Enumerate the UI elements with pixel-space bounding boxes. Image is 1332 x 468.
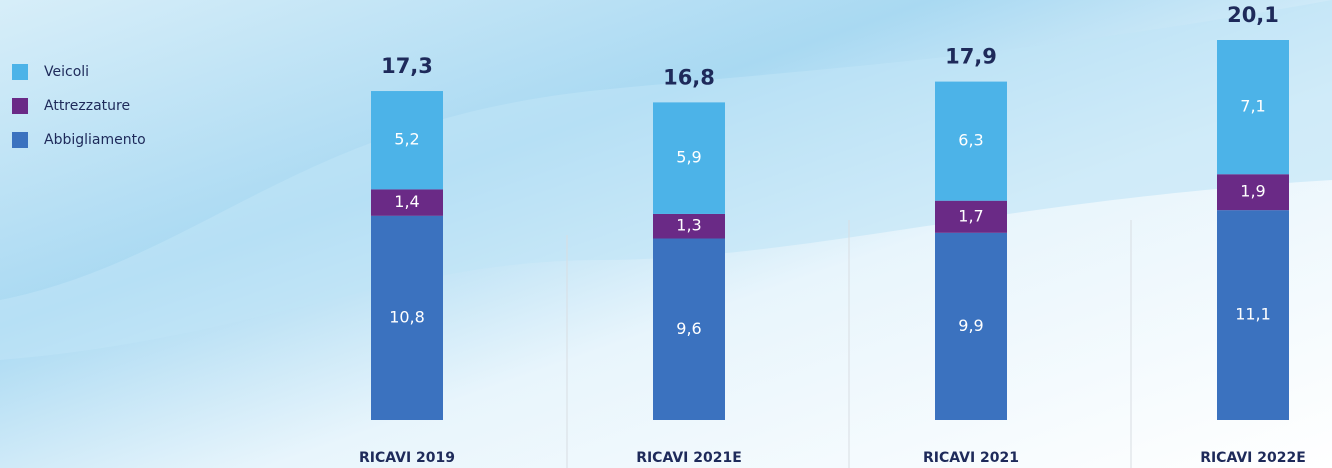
total-label: 20,1	[1227, 3, 1279, 27]
legend-label: Abbigliamento	[44, 132, 146, 148]
chart: Veicoli Attrezzature Abbigliamento 10,8 1,4 5…	[0, 0, 1332, 468]
value-label: 9,9	[958, 316, 983, 335]
legend-swatch	[12, 64, 28, 80]
value-label: 9,6	[676, 319, 701, 338]
legend-label: Veicoli	[44, 64, 89, 80]
x-tick-label: RICAVI 2019	[359, 450, 455, 466]
value-label: 1,4	[394, 192, 419, 211]
value-label: 1,3	[676, 216, 701, 235]
legend-swatch	[12, 98, 28, 114]
legend-label: Attrezzature	[44, 98, 130, 114]
value-label: 5,9	[676, 148, 701, 167]
value-label: 5,2	[394, 130, 419, 149]
value-label: 7,1	[1240, 97, 1265, 116]
x-tick-label: RICAVI 2021	[923, 450, 1019, 466]
legend-swatch	[12, 132, 28, 148]
value-label: 1,7	[958, 206, 983, 225]
value-label: 6,3	[958, 131, 983, 150]
total-label: 17,3	[381, 54, 433, 78]
value-label: 10,8	[389, 307, 425, 326]
value-label: 11,1	[1235, 305, 1271, 324]
x-tick-label: RICAVI 2021E	[636, 450, 742, 466]
value-label: 1,9	[1240, 182, 1265, 201]
total-label: 17,9	[945, 45, 997, 69]
x-tick-label: RICAVI 2022E	[1200, 450, 1306, 466]
total-label: 16,8	[663, 65, 715, 89]
